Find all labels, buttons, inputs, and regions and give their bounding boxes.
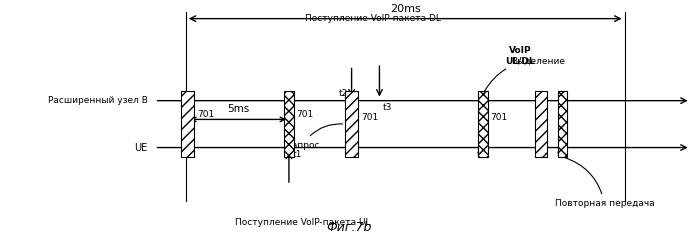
Text: t3: t3 — [383, 103, 392, 112]
Text: Выделение: Выделение — [484, 56, 565, 91]
Text: 701: 701 — [197, 110, 215, 119]
Text: Запрос: Запрос — [286, 124, 343, 149]
Bar — [558, 91, 568, 157]
Text: Повторная передача: Повторная передача — [554, 158, 654, 208]
Text: UE: UE — [134, 143, 147, 153]
Text: Фиг.7b: Фиг.7b — [327, 221, 372, 234]
Text: t4: t4 — [477, 150, 487, 159]
Bar — [284, 91, 294, 157]
Text: Расширенный узел B: Расширенный узел B — [48, 96, 147, 105]
Bar — [535, 91, 547, 157]
Text: t1: t1 — [292, 150, 302, 159]
Bar — [181, 91, 194, 157]
Text: VoIP
UL/DL: VoIP UL/DL — [505, 46, 535, 65]
Text: t2: t2 — [339, 89, 348, 98]
Text: 5ms: 5ms — [227, 104, 250, 114]
Text: 20ms: 20ms — [390, 4, 421, 14]
Bar — [345, 91, 358, 157]
Bar — [478, 91, 488, 157]
Text: 701: 701 — [296, 110, 313, 119]
Text: 701: 701 — [361, 113, 379, 122]
Text: Поступление VoIP-пакета DL: Поступление VoIP-пакета DL — [305, 14, 440, 23]
Text: t5: t5 — [536, 150, 546, 159]
Text: t6: t6 — [557, 150, 566, 159]
Text: Поступление VoIP-пакета UL: Поступление VoIP-пакета UL — [235, 218, 370, 227]
Text: 701: 701 — [490, 113, 507, 122]
